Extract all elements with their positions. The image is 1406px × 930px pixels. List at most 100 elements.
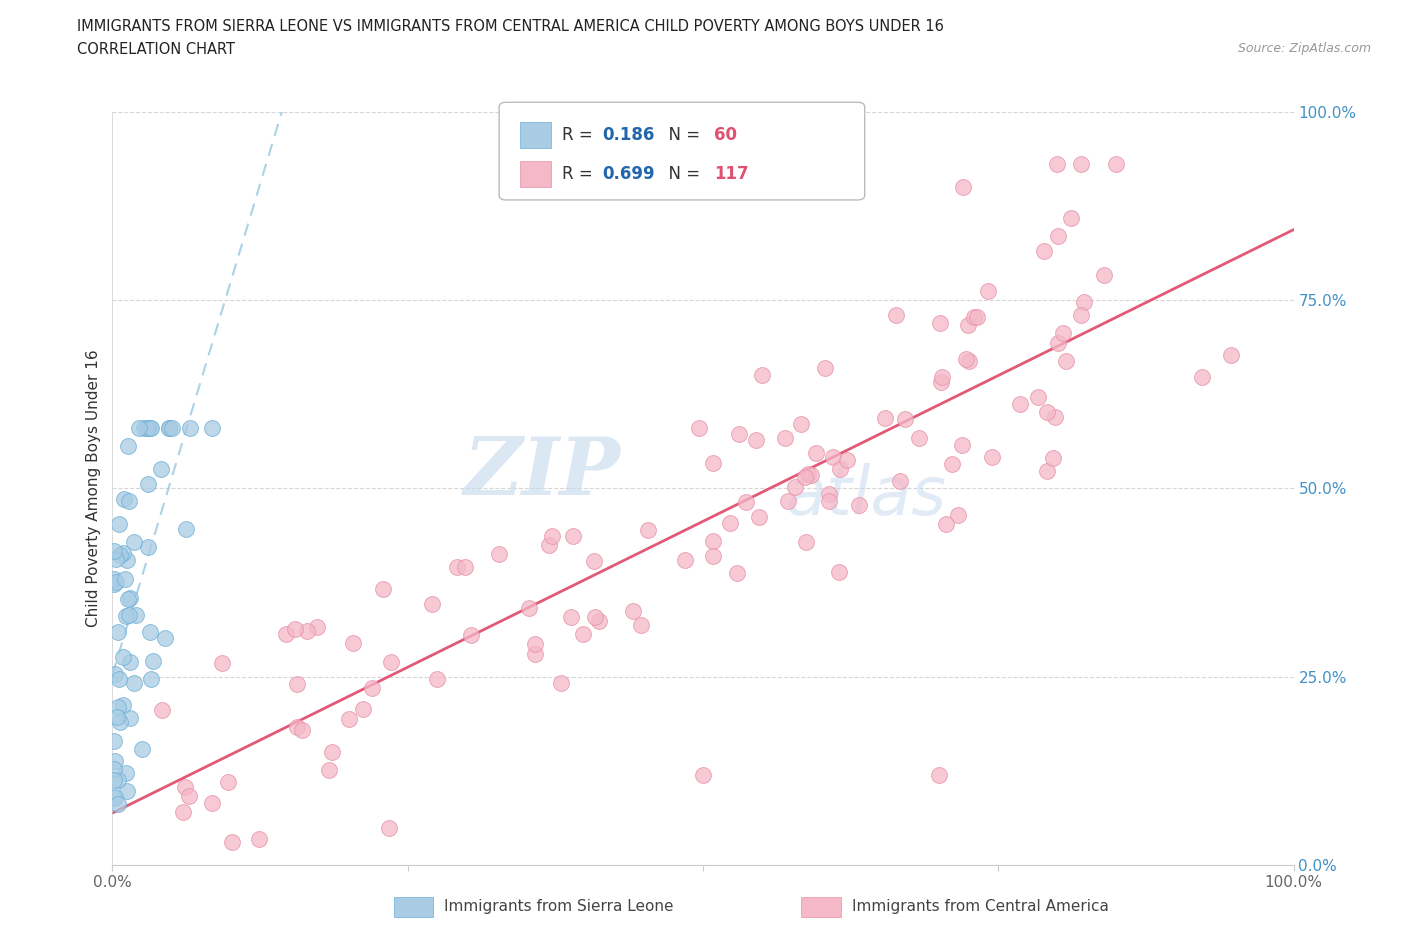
Point (118, 494, 141, 509)
Point (1060, 210, 1083, 225)
Point (104, 667, 127, 682)
Point (131, 742, 153, 757)
Point (523, 646, 546, 661)
Text: ZIP: ZIP (464, 434, 620, 512)
Point (118, 655, 141, 670)
Point (1220, 347, 1243, 362)
Point (105, 710, 128, 724)
Point (702, 549, 724, 564)
Point (139, 625, 162, 640)
Point (1070, 308, 1092, 323)
Point (218, 775, 240, 790)
Point (1070, 157, 1092, 172)
Point (725, 565, 748, 580)
Point (783, 479, 806, 494)
Text: Immigrants from Central America: Immigrants from Central America (852, 899, 1109, 914)
Point (132, 420, 155, 435)
Text: CORRELATION CHART: CORRELATION CHART (77, 42, 235, 57)
Point (380, 654, 402, 669)
Point (285, 720, 308, 735)
Point (957, 318, 980, 333)
Point (550, 675, 572, 690)
Point (107, 699, 129, 714)
Point (139, 420, 162, 435)
Text: Immigrants from Sierra Leone: Immigrants from Sierra Leone (444, 899, 673, 914)
Point (561, 528, 583, 543)
Point (115, 765, 138, 780)
Point (621, 604, 644, 618)
Point (153, 631, 176, 645)
Point (107, 671, 129, 686)
Point (179, 420, 201, 435)
Point (773, 430, 796, 445)
Point (318, 763, 340, 777)
Point (1042, 450, 1064, 465)
Point (157, 420, 180, 435)
Point (524, 636, 547, 651)
Point (201, 795, 224, 810)
Text: Source: ZipAtlas.com: Source: ZipAtlas.com (1237, 42, 1371, 55)
Point (572, 626, 595, 641)
Point (488, 546, 510, 561)
Point (848, 498, 870, 512)
Point (1092, 268, 1115, 283)
Point (135, 420, 157, 435)
Point (1036, 405, 1059, 419)
Point (952, 437, 974, 452)
Point (1047, 336, 1070, 351)
Point (980, 449, 1002, 464)
Point (276, 627, 298, 642)
Point (157, 420, 180, 435)
Point (583, 609, 606, 624)
Text: IMMIGRANTS FROM SIERRA LEONE VS IMMIGRANTS FROM CENTRAL AMERICA CHILD POVERTY AM: IMMIGRANTS FROM SIERRA LEONE VS IMMIGRAN… (77, 19, 945, 33)
Point (884, 308, 907, 323)
Point (103, 772, 125, 787)
Point (818, 486, 841, 501)
Point (114, 571, 136, 586)
Point (104, 754, 127, 769)
Point (446, 559, 468, 574)
Point (125, 608, 148, 623)
Point (142, 653, 165, 668)
Point (103, 790, 125, 804)
Point (103, 734, 125, 749)
Point (136, 539, 159, 554)
Point (928, 767, 950, 782)
Point (172, 804, 194, 819)
Point (588, 613, 610, 628)
Point (804, 445, 827, 460)
Point (797, 466, 820, 481)
Point (692, 767, 714, 782)
Point (103, 790, 125, 805)
Point (931, 369, 953, 384)
Point (540, 528, 562, 543)
Point (835, 453, 858, 468)
Text: 0.186: 0.186 (602, 126, 654, 144)
Point (1032, 244, 1054, 259)
Point (702, 534, 724, 549)
Point (560, 610, 582, 625)
Point (790, 417, 813, 432)
Point (342, 636, 364, 651)
Text: R =: R = (562, 126, 599, 144)
Point (817, 494, 839, 509)
Point (1008, 397, 1031, 412)
Point (305, 619, 328, 634)
Point (955, 352, 977, 366)
Text: R =: R = (562, 165, 599, 183)
Point (371, 582, 394, 597)
Point (247, 832, 270, 847)
Point (118, 608, 141, 623)
Y-axis label: Child Poverty Among Boys Under 16: Child Poverty Among Boys Under 16 (86, 350, 101, 627)
Point (103, 577, 125, 591)
Point (673, 552, 696, 567)
Point (426, 671, 449, 686)
Point (583, 554, 606, 569)
Point (894, 412, 917, 427)
Point (941, 456, 963, 471)
Point (111, 698, 134, 712)
Point (1028, 390, 1050, 405)
Point (138, 420, 160, 435)
Point (160, 420, 183, 435)
Point (735, 495, 758, 510)
